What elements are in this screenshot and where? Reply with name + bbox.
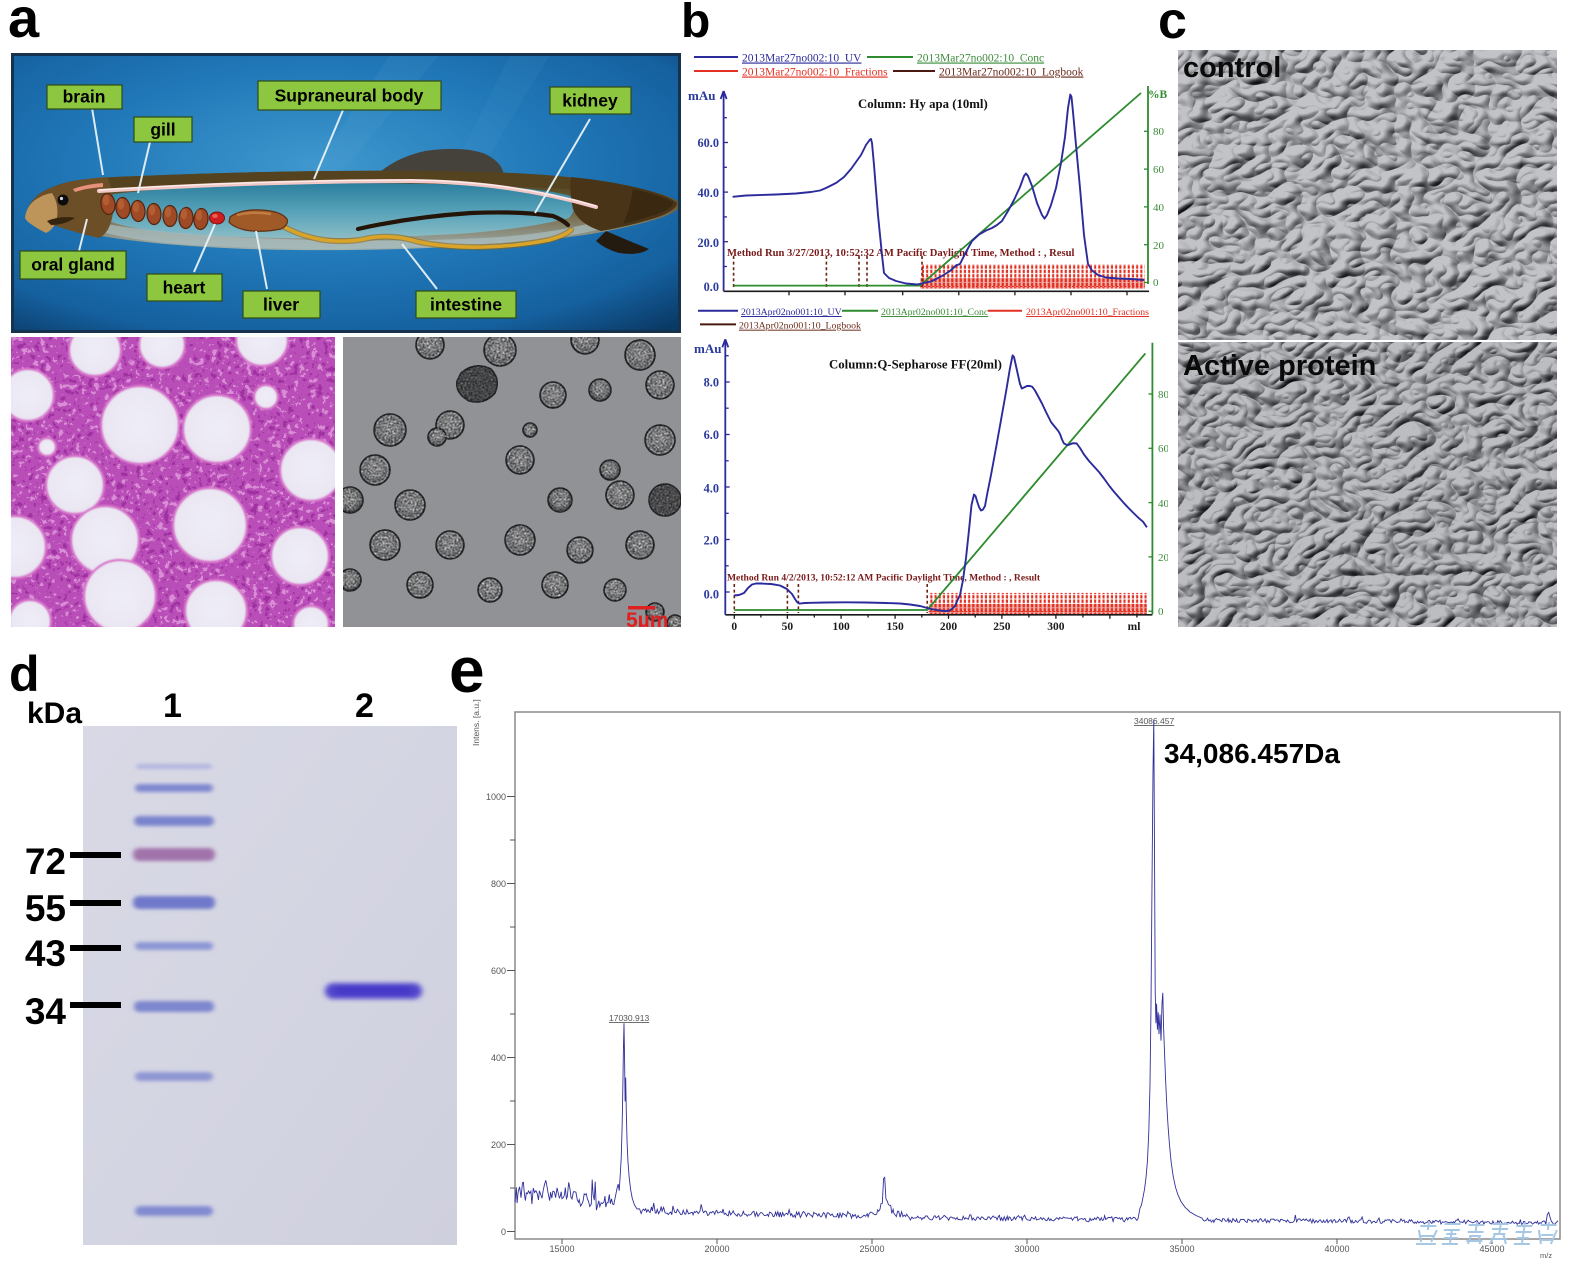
svg-text:2.0: 2.0	[704, 534, 719, 548]
svg-text:oral gland: oral gland	[31, 255, 115, 275]
svg-text:200: 200	[491, 1140, 506, 1150]
svg-text:2013Apr02no001:10_Conc: 2013Apr02no001:10_Conc	[881, 307, 989, 318]
svg-text:17030.913: 17030.913	[609, 1013, 649, 1023]
svg-text:gill: gill	[150, 120, 175, 140]
svg-text:20000: 20000	[704, 1244, 729, 1254]
svg-text:600: 600	[491, 966, 506, 976]
svg-text:40.0: 40.0	[697, 186, 719, 200]
svg-text:0: 0	[1153, 277, 1159, 289]
svg-text:Active protein: Active protein	[1183, 350, 1376, 382]
svg-text:200: 200	[940, 621, 958, 633]
svg-text:20.0: 20.0	[697, 236, 719, 250]
svg-text:40: 40	[1153, 202, 1165, 214]
svg-text:25000: 25000	[859, 1244, 884, 1254]
svg-text:34,086.457Da: 34,086.457Da	[1164, 738, 1340, 769]
svg-text:m/z: m/z	[1540, 1251, 1552, 1260]
svg-text:60.0: 60.0	[697, 136, 719, 150]
svg-text:0: 0	[731, 621, 737, 633]
svg-text:brain: brain	[63, 87, 106, 107]
svg-text:Column:Q-Sepharose FF(20ml): Column:Q-Sepharose FF(20ml)	[829, 358, 1002, 372]
svg-text:0.0: 0.0	[704, 588, 719, 602]
svg-text:5µm: 5µm	[626, 609, 668, 627]
svg-text:ml: ml	[1128, 621, 1141, 633]
svg-text:mAu: mAu	[694, 341, 721, 356]
svg-text:0: 0	[501, 1227, 506, 1237]
svg-text:heart: heart	[163, 278, 206, 298]
svg-text:8.0: 8.0	[704, 376, 719, 390]
svg-text:0.0: 0.0	[704, 280, 719, 294]
svg-text:45000: 45000	[1479, 1244, 1504, 1254]
svg-text:40: 40	[1158, 498, 1168, 510]
svg-text:2013Apr02no001:10_Logbook: 2013Apr02no001:10_Logbook	[739, 321, 861, 332]
svg-text:0: 0	[1158, 606, 1164, 618]
svg-text:40000: 40000	[1324, 1244, 1349, 1254]
svg-text:400: 400	[491, 1053, 506, 1063]
svg-text:1000: 1000	[486, 792, 506, 802]
svg-text:Column: Hy apa (10ml): Column: Hy apa (10ml)	[858, 97, 988, 111]
svg-text:%B: %B	[1148, 89, 1168, 101]
svg-text:2013Apr02no001:10_UV: 2013Apr02no001:10_UV	[741, 307, 842, 318]
svg-text:80: 80	[1153, 126, 1165, 138]
svg-text:control: control	[1183, 52, 1281, 84]
svg-text:Method Run 3/27/2013, 10:52:32: Method Run 3/27/2013, 10:52:32 AM Pacifi…	[727, 248, 1074, 259]
svg-text:35000: 35000	[1169, 1244, 1194, 1254]
svg-text:4.0: 4.0	[704, 482, 719, 496]
svg-text:2013Mar27no002:10_Conc: 2013Mar27no002:10_Conc	[917, 53, 1044, 65]
svg-text:kidney: kidney	[562, 91, 618, 111]
svg-text:Intens. [a.u.]: Intens. [a.u.]	[471, 699, 481, 746]
svg-text:liver: liver	[263, 295, 299, 315]
svg-text:2013Apr02no001:10_Fractions: 2013Apr02no001:10_Fractions	[1026, 307, 1149, 318]
svg-text:80: 80	[1158, 389, 1168, 401]
svg-text:intestine: intestine	[430, 295, 502, 315]
svg-text:2013Mar27no002:10_Fractions: 2013Mar27no002:10_Fractions	[742, 67, 888, 79]
svg-text:20: 20	[1153, 240, 1165, 252]
svg-text:6.0: 6.0	[704, 428, 719, 442]
svg-text:60: 60	[1153, 164, 1165, 176]
svg-text:30000: 30000	[1014, 1244, 1039, 1254]
svg-text:60: 60	[1158, 443, 1168, 455]
svg-text:mAu: mAu	[688, 88, 715, 103]
svg-text:2013Mar27no002:10_Logbook: 2013Mar27no002:10_Logbook	[939, 67, 1084, 79]
svg-text:Supraneural body: Supraneural body	[275, 86, 424, 106]
svg-text:100: 100	[832, 621, 850, 633]
svg-text:20: 20	[1158, 552, 1168, 564]
svg-text:800: 800	[491, 879, 506, 889]
svg-text:150: 150	[886, 621, 904, 633]
svg-text:2013Mar27no002:10_UV: 2013Mar27no002:10_UV	[742, 53, 862, 65]
svg-text:Method Run 4/2/2013, 10:52:12: Method Run 4/2/2013, 10:52:12 AM Pacific…	[727, 573, 1041, 584]
svg-text:250: 250	[993, 621, 1011, 633]
svg-text:15000: 15000	[549, 1244, 574, 1254]
svg-text:300: 300	[1047, 621, 1065, 633]
svg-text:50: 50	[782, 621, 794, 633]
